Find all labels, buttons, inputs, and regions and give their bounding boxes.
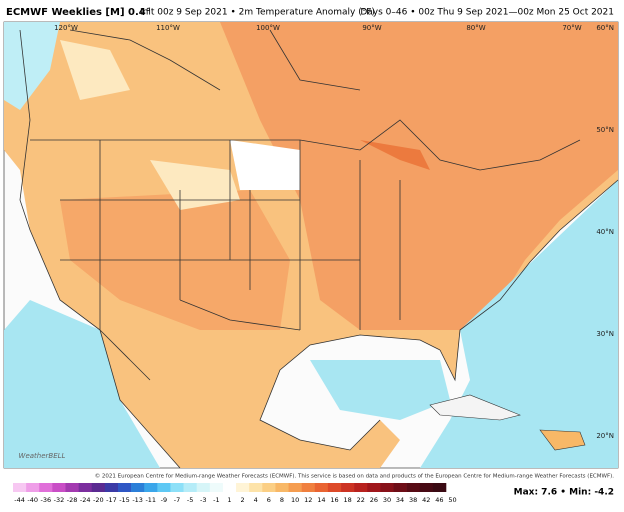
colorbar-tick-label: 4 — [254, 496, 258, 504]
color-swatch — [432, 483, 447, 492]
color-swatch — [419, 483, 434, 492]
colorbar-tick-label: -13 — [132, 496, 143, 504]
colorbar-tick-label: 38 — [409, 496, 417, 504]
colorbar-tick-label: -28 — [67, 496, 78, 504]
color-swatch — [341, 483, 355, 492]
colorbar-tick-label: 12 — [304, 496, 312, 504]
color-swatch — [288, 483, 302, 492]
credit: © 2021 European Centre for Medium-range … — [95, 473, 615, 480]
colorbar-tick-label: 18 — [343, 496, 351, 504]
colorbar-tick-label: 34 — [396, 496, 404, 504]
lat-label: 60°N — [596, 24, 614, 32]
map — [3, 21, 619, 469]
stats: Max: 7.6 • Min: -4.2 — [514, 488, 614, 498]
colorbar-tick-label: -15 — [119, 496, 130, 504]
colorbar: -44 -40 -36 -32 -28 -24 -20 -17 -15 -13 -11 -9 -7 -5-… — [13, 483, 457, 504]
title: ECMWF Weeklies [M] 0.4° — [6, 7, 151, 18]
colorbar-tick-label: 22 — [357, 496, 365, 504]
colorbar-tick-label: -20 — [93, 496, 104, 504]
color-swatch — [275, 483, 289, 492]
colorbar-tick-label: -36 — [40, 496, 51, 504]
color-swatch — [170, 483, 184, 492]
color-swatch — [157, 483, 171, 492]
lat-label: 40°N — [596, 228, 614, 236]
colorbar-tick-label: 26 — [370, 496, 378, 504]
lon-label: 100°W — [256, 24, 280, 32]
colorbar-tick-label: -11 — [145, 496, 156, 504]
lon-label: 70°W — [562, 24, 581, 32]
color-swatch — [13, 483, 27, 492]
colorbar-tick-label: 16 — [330, 496, 338, 504]
lon-label: 80°W — [466, 24, 485, 32]
color-swatch — [236, 483, 250, 492]
colorbar-tick-label: -3 — [200, 496, 206, 504]
color-swatch — [301, 483, 316, 492]
color-swatch — [26, 483, 40, 492]
colorbar-tick-label: 42 — [422, 496, 430, 504]
period: Days 0–46 • 00z Thu 9 Sep 2021—00z Mon 2… — [360, 8, 614, 18]
color-swatch — [209, 483, 224, 492]
colorbar-tick-label: -24 — [80, 496, 91, 504]
colorbar-tick-label: -7 — [174, 496, 180, 504]
colorbar-tick-label: 10 — [291, 496, 299, 504]
lat-label: 30°N — [596, 330, 614, 338]
color-swatch — [380, 483, 394, 492]
colorbar-tick-label: -32 — [54, 496, 65, 504]
lat-label: 50°N — [596, 126, 614, 134]
color-swatch — [262, 483, 276, 492]
colorbar-tick-label: -9 — [161, 496, 167, 504]
colorbar-tick-label: 1 — [227, 496, 231, 504]
lon-label: 120°W — [54, 24, 78, 32]
lat-label: 20°N — [596, 432, 614, 440]
subtitle: Init 00z 9 Sep 2021 • 2m Temperature Ano… — [140, 8, 375, 18]
colorbar-tick-label: 6 — [267, 496, 271, 504]
color-swatch — [183, 483, 197, 492]
color-swatch — [367, 483, 381, 492]
colorbar-tick-label: -5 — [187, 496, 193, 504]
color-swatch — [327, 483, 342, 492]
lon-label: 110°W — [156, 24, 180, 32]
colorbar-tick-label: -44 — [14, 496, 25, 504]
color-swatch — [65, 483, 79, 492]
color-swatch — [117, 483, 132, 492]
colorbar-tick-label: 30 — [383, 496, 391, 504]
colorbar-tick-label: -17 — [106, 496, 117, 504]
color-swatch — [406, 483, 421, 492]
colorbar-tick-label: 50 — [448, 496, 456, 504]
color-swatch — [393, 483, 407, 492]
colorbar-tick-label: -1 — [213, 496, 219, 504]
color-swatch — [354, 483, 368, 492]
colorbar-tick-label: 46 — [435, 496, 443, 504]
colorbar-tick-label: -40 — [27, 496, 38, 504]
color-swatch — [144, 483, 158, 492]
colorbar-tick-label: 8 — [280, 496, 284, 504]
longitude-labels: 120°W 110°W 100°W 90°W 80°W 70°W — [54, 24, 582, 32]
lon-label: 90°W — [362, 24, 381, 32]
latitude-labels: 60°N 50°N 40°N 30°N 20°N — [596, 24, 614, 440]
colorbar-tick-label: 2 — [241, 496, 245, 504]
color-swatch — [78, 483, 93, 492]
color-swatch — [91, 483, 106, 492]
logo: WeatherBELL — [19, 452, 66, 460]
color-swatch — [249, 483, 263, 492]
color-swatch — [222, 483, 237, 492]
color-swatch — [52, 483, 66, 492]
colorbar-tick-label: 14 — [317, 496, 325, 504]
color-swatch — [104, 483, 119, 492]
color-swatch — [196, 483, 211, 492]
color-swatch — [131, 483, 145, 492]
color-swatch — [39, 483, 53, 492]
color-swatch — [314, 483, 329, 492]
